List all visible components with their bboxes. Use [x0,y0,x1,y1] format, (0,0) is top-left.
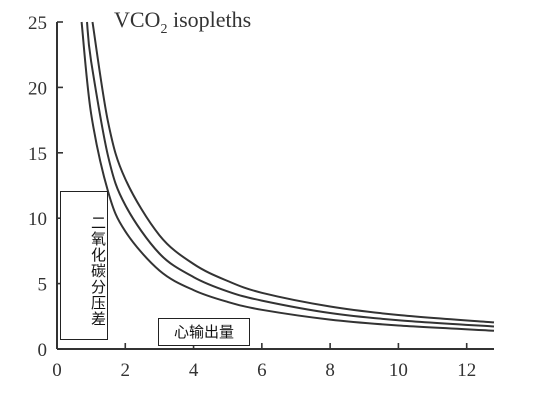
y-ticks: 0 5 10 15 20 25 [28,13,63,361]
x-tick-label: 12 [457,360,476,381]
y-tick-label: 25 [28,13,47,34]
y-tick-label: 20 [28,78,47,99]
x-tick-label: 10 [389,360,408,381]
isopleth-line-3 [91,21,495,324]
x-axis-label: 心输出量 [158,318,250,346]
x-tick-label: 6 [257,360,267,381]
chart-title-subscript: 2 [160,22,167,37]
x-tick-label: 0 [52,360,62,381]
y-tick-label: 15 [28,144,47,165]
axes [56,22,494,350]
x-tick-label: 2 [121,360,131,381]
chart-title: VCO2 isopleths [114,7,251,37]
y-axis-label: 二氧化碳分压差 [60,191,108,340]
y-tick-label: 5 [38,275,48,296]
isopleth-line-1 [80,21,495,332]
x-tick-label: 4 [189,360,199,381]
y-tick-label: 10 [28,209,47,230]
x-tick-label: 8 [325,360,335,381]
chart-title-suffix: isopleths [167,7,251,32]
isopleth-curves [80,21,495,332]
isopleth-line-2 [86,21,495,328]
chart-title-main: VCO [114,7,160,32]
x-ticks: 0 2 4 6 8 10 12 [52,343,476,381]
y-tick-label: 0 [38,340,48,361]
